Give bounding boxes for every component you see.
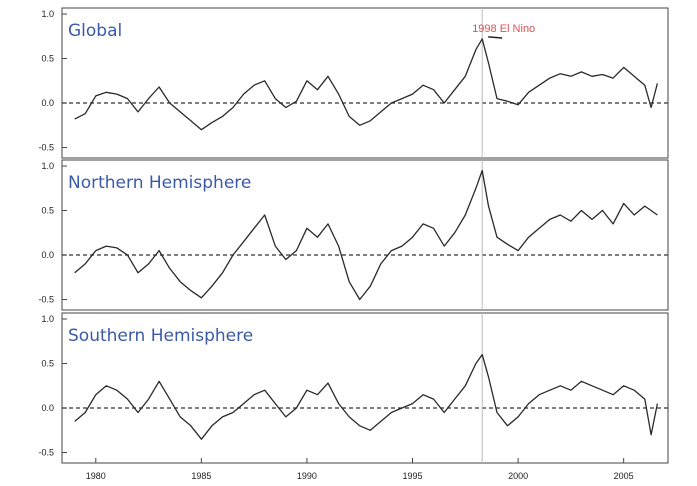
x-tick-label: 1995	[402, 471, 422, 481]
y-tick-label: -0.5	[38, 295, 54, 305]
panel-title: Global	[68, 21, 122, 41]
anomaly-series-line	[74, 353, 659, 440]
y-tick-label: 0.5	[41, 54, 54, 64]
x-tick-label: 1980	[86, 471, 106, 481]
y-tick-label: 1.0	[41, 9, 54, 19]
y-tick-label: -0.5	[38, 143, 54, 153]
y-tick-label: 0.0	[41, 403, 54, 413]
y-tick-label: 0.0	[41, 98, 54, 108]
y-tick-label: 0.5	[41, 206, 54, 216]
x-tick-label: 2005	[614, 471, 634, 481]
panel-frame	[61, 312, 669, 464]
panel-title: Northern Hemisphere	[68, 173, 251, 193]
panel-frame	[61, 7, 669, 159]
annotation-pointer	[488, 36, 503, 39]
panel-title: Southern Hemisphere	[68, 326, 253, 346]
x-tick-label: 1990	[297, 471, 317, 481]
anomaly-series-line	[74, 38, 659, 131]
y-tick-label: 0.5	[41, 359, 54, 369]
x-tick-label: 2000	[508, 471, 528, 481]
el-nino-annotation: 1998 El Nino	[472, 23, 535, 35]
y-tick-label: 0.0	[41, 250, 54, 260]
anomaly-series-line	[74, 169, 658, 301]
y-tick-label: 1.0	[41, 161, 54, 171]
y-tick-label: 1.0	[41, 314, 54, 324]
y-tick-label: -0.5	[38, 448, 54, 458]
panel-frame	[61, 159, 669, 311]
x-tick-label: 1985	[191, 471, 211, 481]
